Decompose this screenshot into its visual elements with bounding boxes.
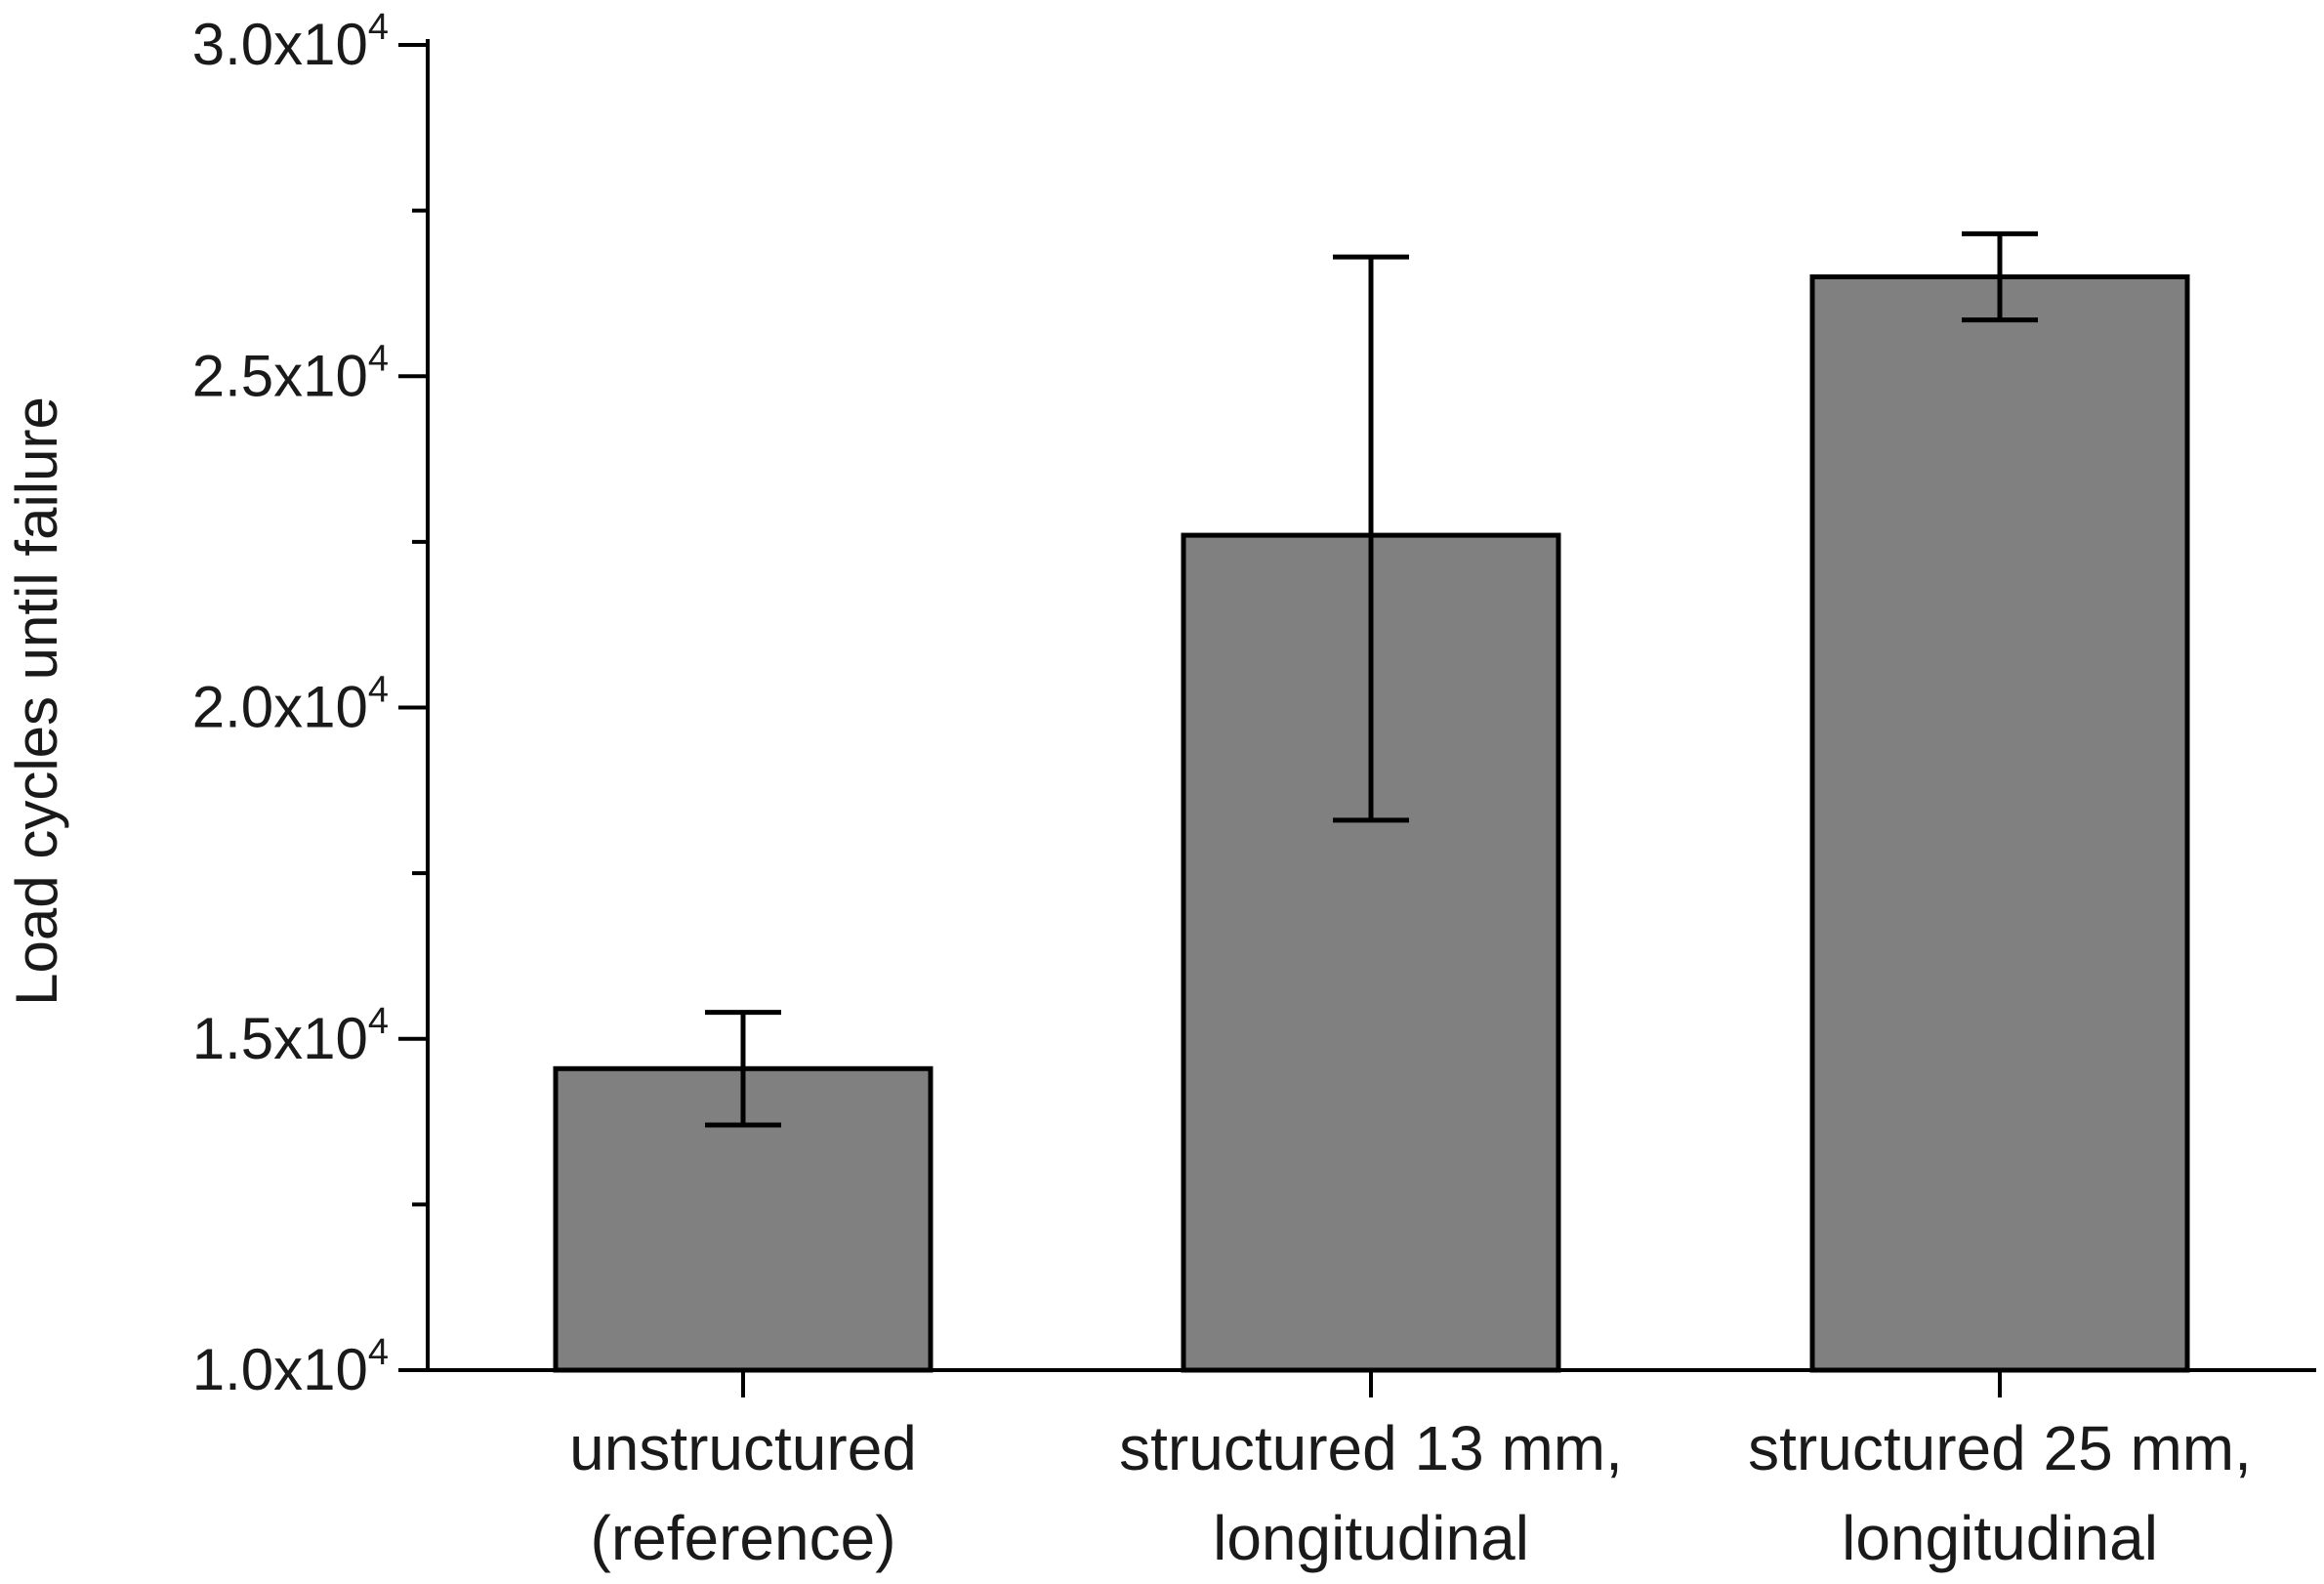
y-tick-mantissa: 1.5x10 [192, 1006, 368, 1071]
y-tick-label: 2.0x104 [192, 670, 389, 740]
error-bars-layer [705, 230, 2038, 1128]
y-tick-exponent: 4 [368, 1001, 389, 1042]
y-tick-label: 1.0x104 [192, 1332, 389, 1402]
y-tick-exponent: 4 [368, 7, 389, 48]
x-category-label-line: unstructured [569, 1413, 917, 1483]
y-tick-label: 3.0x104 [192, 7, 389, 77]
y-tick-label: 1.5x104 [192, 1001, 389, 1071]
y-tick-exponent: 4 [368, 338, 389, 379]
y-tick-mantissa: 3.0x10 [192, 12, 368, 77]
y-axis-title: Load cycles until failure [4, 396, 69, 1006]
axes-layer [398, 39, 2316, 1397]
error-bar-3 [1962, 230, 2038, 323]
y-tick-mantissa: 2.0x10 [192, 675, 368, 740]
x-category-label-line: structured 25 mm, [1748, 1413, 2252, 1483]
x-category-label-1: unstructured (reference) [569, 1413, 917, 1573]
x-category-label-line: (reference) [591, 1503, 896, 1573]
x-category-label-line: longitudinal [1842, 1503, 2158, 1573]
y-tick-label: 2.5x104 [192, 338, 389, 408]
x-category-label-3: structured 25 mm, longitudinal [1748, 1413, 2252, 1573]
x-category-label-2: structured 13 mm, longitudinal [1119, 1413, 1623, 1573]
x-category-label-line: longitudinal [1213, 1503, 1529, 1573]
y-tick-mantissa: 1.0x10 [192, 1337, 368, 1402]
y-tick-mantissa: 2.5x10 [192, 343, 368, 408]
labels-layer: 1.0x1041.5x1042.0x1042.5x1043.0x104unstr… [192, 7, 2252, 1573]
y-tick-exponent: 4 [368, 1332, 389, 1373]
bar-3 [1809, 273, 2190, 1373]
error-bar-2 [1333, 254, 1409, 823]
x-category-label-line: structured 13 mm, [1119, 1413, 1623, 1483]
y-tick-exponent: 4 [368, 670, 389, 711]
error-bar-1 [705, 1010, 781, 1128]
